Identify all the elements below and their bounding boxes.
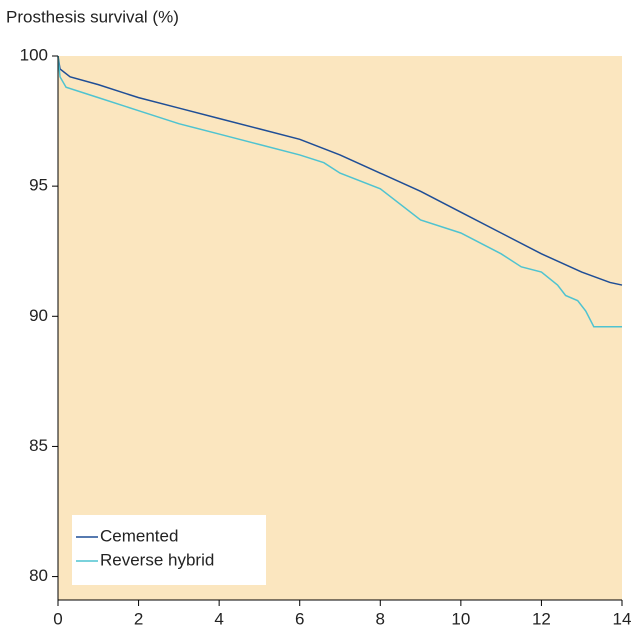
x-tick-label: 2 xyxy=(134,609,143,628)
y-tick-label: 80 xyxy=(29,566,48,585)
y-tick-label: 100 xyxy=(20,45,48,64)
series-line xyxy=(57,55,623,286)
legend-label: Cemented xyxy=(100,526,178,545)
y-tick-label: 85 xyxy=(29,436,48,455)
x-tick-label: 12 xyxy=(532,609,551,628)
y-tick-label: 95 xyxy=(29,176,48,195)
x-tick-label: 4 xyxy=(214,609,223,628)
y-tick-label: 90 xyxy=(29,306,48,325)
x-tick-label: 14 xyxy=(613,609,632,628)
x-tick-label: 0 xyxy=(53,609,62,628)
x-tick-label: 8 xyxy=(376,609,385,628)
x-tick-label: 10 xyxy=(451,609,470,628)
x-tick-label: 6 xyxy=(295,609,304,628)
y-axis-label: Prosthesis survival (%) xyxy=(6,7,179,26)
series-line xyxy=(57,55,622,328)
legend-box xyxy=(72,515,266,585)
plot-background xyxy=(58,56,622,600)
legend-label: Reverse hybrid xyxy=(100,550,214,569)
